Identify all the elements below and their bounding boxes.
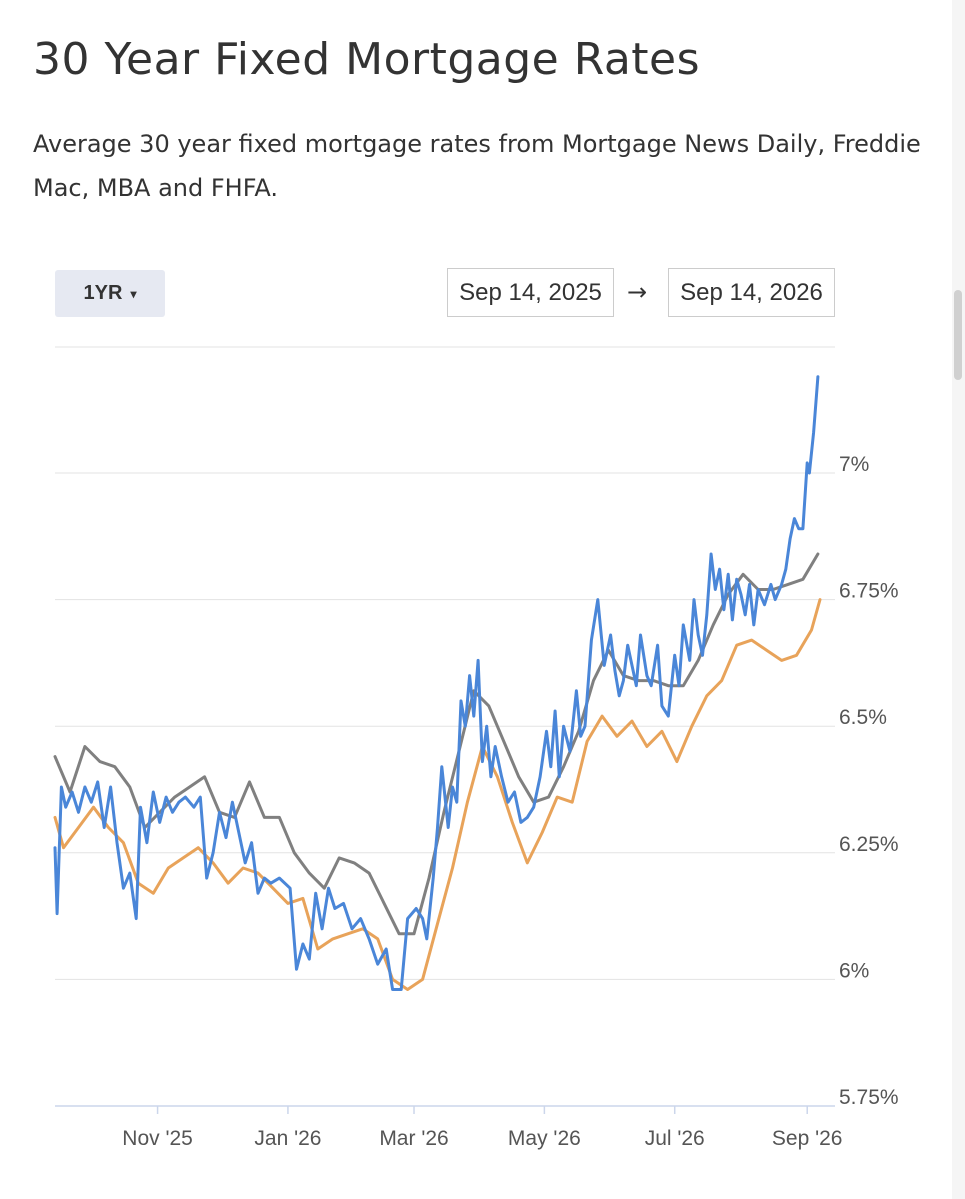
page-subtitle: Average 30 year fixed mortgage rates fro… [33, 130, 921, 202]
series-line [53, 598, 822, 991]
y-tick-label: 6.25% [839, 833, 899, 856]
x-tick-label: Mar '26 [379, 1127, 448, 1150]
y-tick-label: 5.75% [839, 1086, 899, 1109]
caret-down-icon: ▾ [130, 286, 137, 301]
x-tick-label: Jan '26 [254, 1127, 321, 1150]
chart-series [53, 375, 822, 991]
page-scrollbar[interactable] [952, 0, 965, 1199]
arrow-right-icon: → [627, 278, 648, 306]
y-tick-label: 6% [839, 959, 869, 982]
y-tick-label: 6.5% [839, 706, 887, 729]
x-tick-label: Nov '25 [122, 1127, 193, 1150]
scrollbar-thumb[interactable] [954, 290, 962, 380]
end-date-input[interactable]: Sep 14, 2026 [668, 268, 835, 317]
x-tick-label: Sep '26 [772, 1127, 843, 1150]
start-date-input[interactable]: Sep 14, 2025 [447, 268, 614, 317]
y-tick-label: 7% [839, 453, 869, 476]
y-tick-label: 6.75% [839, 580, 899, 603]
series-line [53, 375, 820, 991]
x-axis: Nov '25 Jan '26 Mar '26 May '26 Jul '26 Sep '… [55, 1105, 843, 1150]
x-tick-label: Jul '26 [645, 1127, 705, 1150]
chart-gridlines [55, 346, 835, 980]
range-selector-label: 1YR [83, 282, 123, 304]
range-selector-button[interactable]: 1YR ▾ [55, 270, 165, 317]
page-title: 30 Year Fixed Mortgage Rates [33, 34, 701, 85]
x-tick-label: May '26 [508, 1127, 581, 1150]
series-line [53, 552, 820, 936]
y-axis-labels: 5.75% 6% 6.25% 6.5% 6.75% 7% [839, 453, 899, 1109]
